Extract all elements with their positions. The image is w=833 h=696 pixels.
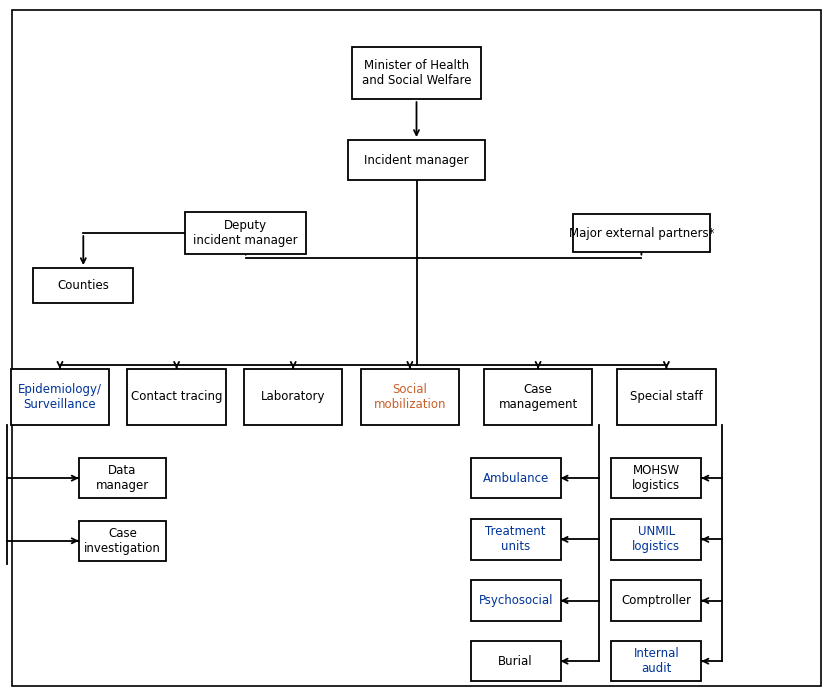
Text: Social
mobilization: Social mobilization bbox=[373, 383, 446, 411]
Text: Case
management: Case management bbox=[498, 383, 578, 411]
Bar bbox=[611, 519, 701, 560]
Text: Comptroller: Comptroller bbox=[621, 594, 691, 607]
Text: Psychosocial: Psychosocial bbox=[478, 594, 553, 607]
Text: Counties: Counties bbox=[57, 279, 109, 292]
Bar bbox=[33, 268, 133, 303]
Text: Incident manager: Incident manager bbox=[364, 154, 469, 166]
Bar bbox=[471, 519, 561, 560]
Bar bbox=[127, 369, 226, 425]
Text: Laboratory: Laboratory bbox=[261, 390, 326, 403]
Bar bbox=[352, 47, 481, 99]
Bar bbox=[611, 458, 701, 498]
Text: Internal
audit: Internal audit bbox=[634, 647, 679, 675]
Text: UNMIL
logistics: UNMIL logistics bbox=[632, 525, 681, 553]
Text: Epidemiology/
Surveillance: Epidemiology/ Surveillance bbox=[18, 383, 102, 411]
Text: Burial: Burial bbox=[498, 655, 533, 667]
Bar bbox=[471, 458, 561, 498]
Bar bbox=[361, 369, 459, 425]
Bar bbox=[471, 580, 561, 621]
Text: Data
manager: Data manager bbox=[96, 464, 149, 492]
Text: Treatment
units: Treatment units bbox=[486, 525, 546, 553]
Text: MOHSW
logistics: MOHSW logistics bbox=[632, 464, 681, 492]
Bar bbox=[244, 369, 342, 425]
Text: Special staff: Special staff bbox=[630, 390, 703, 403]
Bar bbox=[573, 214, 710, 252]
Bar bbox=[611, 641, 701, 681]
Bar bbox=[484, 369, 592, 425]
Text: Ambulance: Ambulance bbox=[482, 472, 549, 484]
Text: Deputy
incident manager: Deputy incident manager bbox=[193, 219, 298, 247]
Bar bbox=[347, 140, 485, 180]
Bar bbox=[185, 212, 306, 254]
Bar bbox=[78, 458, 167, 498]
Bar bbox=[11, 369, 109, 425]
Bar bbox=[617, 369, 716, 425]
Text: Case
investigation: Case investigation bbox=[84, 527, 161, 555]
Bar bbox=[611, 580, 701, 621]
Bar bbox=[78, 521, 167, 561]
Text: Minister of Health
and Social Welfare: Minister of Health and Social Welfare bbox=[362, 59, 471, 87]
Bar bbox=[471, 641, 561, 681]
Text: Major external partners*: Major external partners* bbox=[569, 227, 714, 239]
Text: Contact tracing: Contact tracing bbox=[131, 390, 222, 403]
